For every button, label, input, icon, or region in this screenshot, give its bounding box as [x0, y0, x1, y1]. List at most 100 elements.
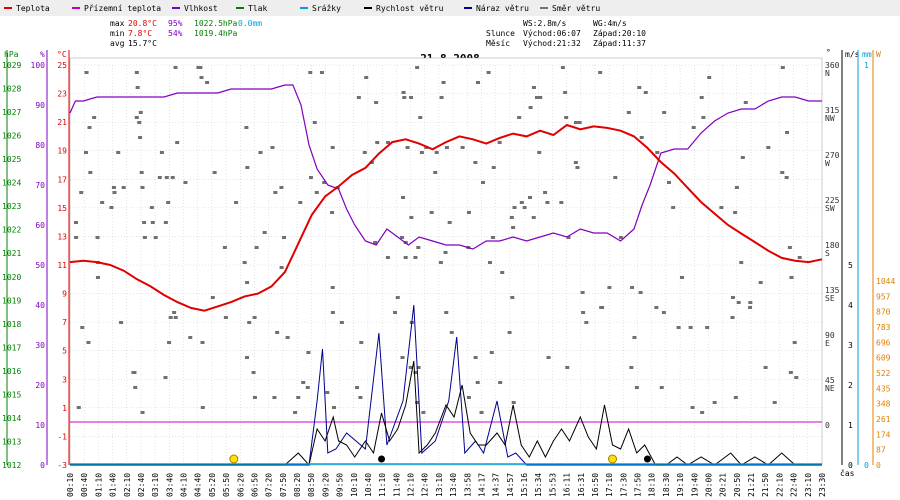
wind-direction-mark: [507, 331, 512, 334]
wind-direction-mark: [109, 206, 114, 209]
x-tick-label: 02:40: [137, 473, 146, 497]
x-tick-label: 15:16: [520, 473, 529, 497]
x-tick-label: 12:40: [421, 473, 430, 497]
wind-direction-mark: [330, 211, 335, 214]
stat-value: 54%: [168, 29, 183, 38]
temp-tick: 5: [62, 347, 67, 356]
wind-direction-mark: [748, 306, 753, 309]
wind-direction-mark: [466, 211, 471, 214]
axes: hPa1029102810271026102510241023102210211…: [2, 48, 895, 470]
wind-direction-mark: [86, 341, 91, 344]
wind-direction-mark: [748, 301, 753, 304]
wind-direction-mark: [285, 336, 290, 339]
wind-direction-mark: [270, 146, 275, 149]
sun-label: Slunce: [486, 29, 515, 38]
wind-direction-mark: [662, 111, 667, 114]
ms-tick: 4: [848, 301, 853, 310]
pct-tick: 40: [35, 301, 45, 310]
wind-direction-mark: [166, 201, 171, 204]
wind-direction-mark: [421, 411, 426, 414]
plot-area: [69, 57, 823, 466]
wind-direction-mark: [74, 221, 79, 224]
ms-tick: 3: [848, 341, 853, 350]
dir-tick: 0: [825, 421, 830, 430]
w-tick: 174: [876, 430, 891, 439]
wind-direction-mark: [439, 96, 444, 99]
x-tick-label: 11:40: [392, 473, 401, 497]
wind-direction-mark: [173, 66, 178, 69]
x-tick-label: 21:50: [761, 473, 770, 497]
wind-direction-mark: [100, 201, 105, 204]
x-tick-label: 06:50: [250, 473, 259, 497]
wind-direction-mark: [138, 136, 143, 139]
wind-direction-mark: [393, 311, 398, 314]
wind-direction-mark: [244, 356, 249, 359]
wind-direction-mark: [688, 326, 693, 329]
x-tick-label: 21:21: [747, 473, 756, 497]
wind-direction-mark: [707, 76, 712, 79]
temp-title: °C: [57, 50, 67, 59]
wind-direction-mark: [613, 176, 618, 179]
dir-name: SE: [825, 294, 835, 303]
x-tick-label: 04:40: [194, 473, 203, 497]
moon-marker: [378, 455, 386, 463]
wind-direction-mark: [719, 206, 724, 209]
x-tick-label: 09:20: [321, 473, 330, 497]
w-tick: 609: [876, 354, 891, 363]
wind-direction-mark: [565, 366, 570, 369]
wind-direction-mark: [413, 371, 418, 374]
wind-direction-mark: [95, 276, 100, 279]
stat-value: 0.0mm: [238, 19, 262, 28]
x-tick-label: 23:30: [818, 473, 827, 497]
wind-direction-mark: [293, 411, 298, 414]
legend-label: Vlhkost: [184, 4, 218, 13]
wind-direction-mark: [251, 371, 256, 374]
legend-label: Teplota: [16, 4, 50, 13]
wind-direction-mark: [758, 281, 763, 284]
wind-direction-mark: [577, 121, 582, 124]
wind-direction-mark: [699, 96, 704, 99]
temp-tick: 3: [62, 375, 67, 384]
x-tick-label: 20:00: [704, 473, 713, 497]
wind-direction-mark: [788, 371, 793, 374]
wind-direction-mark: [538, 96, 543, 99]
temp-tick: 15: [57, 204, 67, 213]
wind-direction-mark: [95, 236, 100, 239]
wind-direction-mark: [740, 156, 745, 159]
wind-direction-mark: [163, 376, 168, 379]
pct-tick: 60: [35, 221, 45, 230]
wind-direction-mark: [638, 291, 643, 294]
x-tick-label: 11:10: [378, 473, 387, 497]
temp-tick: 25: [57, 61, 67, 70]
wind-direction-mark: [386, 141, 391, 144]
wind-direction-mark: [332, 406, 337, 409]
x-tick-label: 18:30: [662, 473, 671, 497]
w-title: W: [876, 50, 881, 59]
x-tick-label: 05:50: [222, 473, 231, 497]
wind-direction-mark: [359, 341, 364, 344]
wind-direction-mark: [210, 296, 215, 299]
stat-value: 15.7°C: [128, 39, 157, 48]
x-tick-label: 17:10: [605, 473, 614, 497]
wind-direction-mark: [200, 341, 205, 344]
wind-direction-mark: [92, 116, 97, 119]
stat-value: max: [110, 19, 125, 28]
wind-direction-mark: [444, 146, 449, 149]
x-tick-label: 01:40: [109, 473, 118, 497]
hpa-tick: 1021: [2, 249, 21, 258]
wind-direction-mark: [401, 91, 406, 94]
temp-tick: 9: [62, 290, 67, 299]
wind-direction-mark: [434, 151, 439, 154]
temp-tick: 1: [62, 404, 67, 413]
stat-value: 1019.4hPa: [194, 29, 238, 38]
wind-direction-mark: [639, 136, 644, 139]
wind-direction-mark: [441, 81, 446, 84]
dir-name: NW: [825, 114, 835, 123]
dir-tick: 135: [825, 286, 840, 295]
wind-direction-mark: [531, 216, 536, 219]
wind-direction-mark: [305, 386, 310, 389]
x-tick-label: 03:40: [165, 473, 174, 497]
w-tick: 957: [876, 292, 891, 301]
sun-marker: [608, 454, 618, 464]
wind-direction-mark: [364, 76, 369, 79]
